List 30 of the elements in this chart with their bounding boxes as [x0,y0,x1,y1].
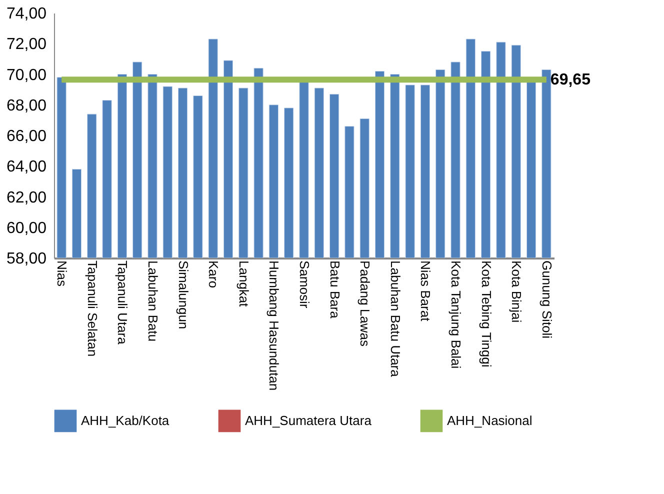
x-tick-label: Simalungun [176,260,191,330]
y-tick-label: 68,00 [6,97,47,114]
legend-label: AHH_Sumatera Utara [245,412,372,428]
legend-label: AHH_Kab/Kota [81,412,170,428]
x-tick-label: Padang Lawas [358,260,373,348]
y-tick-label: 58,00 [6,250,47,268]
x-tick-label: Tapanuli Selatan [84,260,100,357]
x-tick-label: Nias Barat [418,260,434,322]
y-tick-label: 60,00 [6,220,47,237]
x-tick-label: Labuhan Batu Utara [388,260,403,378]
y-tick-label: 66,00 [6,128,47,145]
x-tick-label: Karo [206,260,222,288]
data-label: 69,65 [550,72,591,89]
y-tick-label: 72,00 [6,36,47,54]
x-tick-label: Samosir [297,260,312,309]
y-tick-label: 64,00 [6,158,47,176]
x-tick-label: Langkat [236,260,252,308]
x-tick-label: Labuhan Batu [145,260,160,342]
x-tick-label: Gunung Sitoli [539,260,554,339]
y-tick-label: 74,00 [6,6,47,22]
x-tick-label: Humbang Hasundutan [266,260,282,391]
y-tick-label: 70,00 [6,66,47,84]
y-tick-label: 62,00 [6,189,47,206]
x-tick-label: Batu Bara [327,260,342,320]
x-tick-label: Tapanuli Utara [115,260,130,346]
x-tick-label: Kota Tebing Tinggi [478,260,494,368]
x-tick-label: Kota Tanjung Balai [448,260,464,369]
x-tick-label: Kota Binjai [509,260,524,323]
legend-label: AHH_Nasional [447,412,532,428]
x-tick-label: Nias [54,260,70,288]
